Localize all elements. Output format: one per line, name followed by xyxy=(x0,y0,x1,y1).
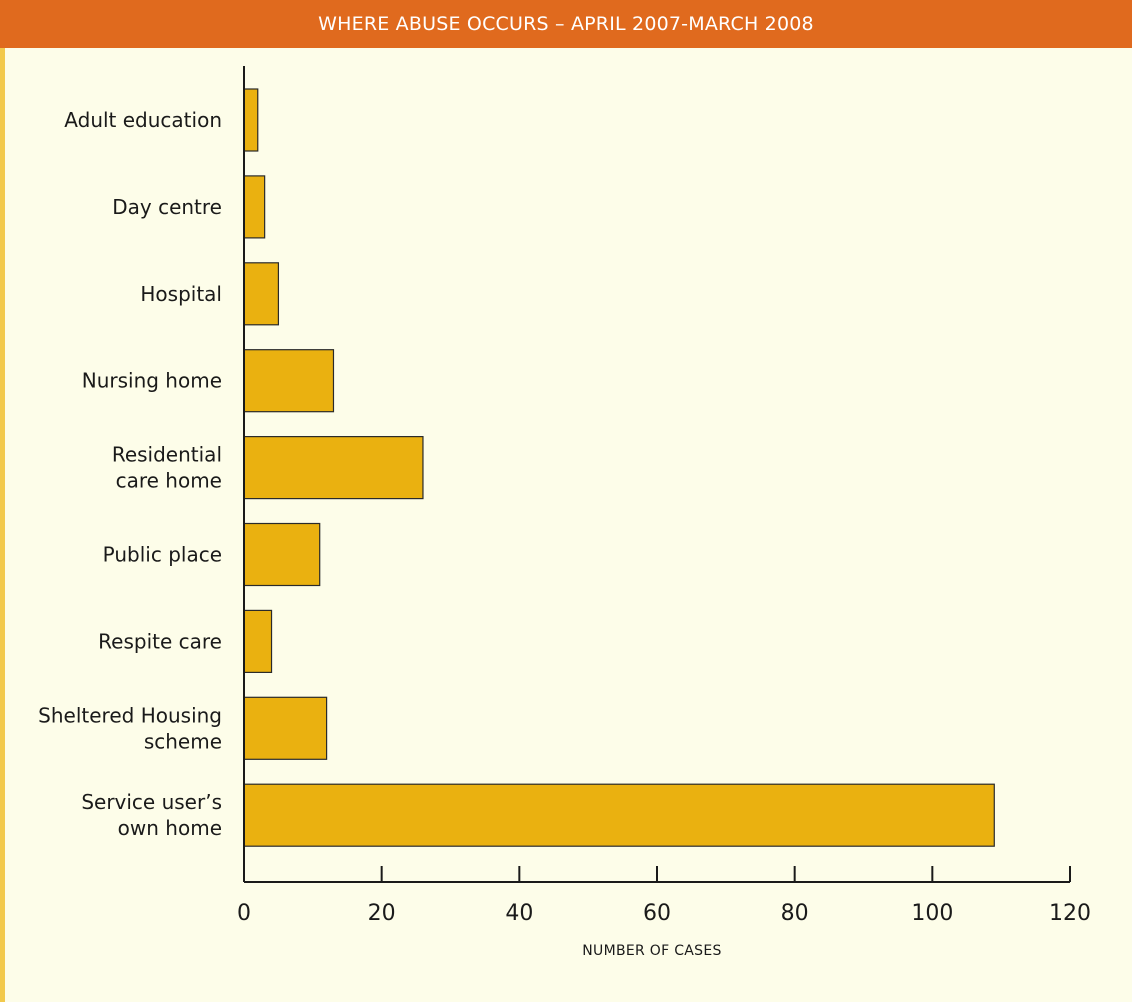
category-label-6: Respite care xyxy=(98,629,222,653)
bar-6 xyxy=(243,609,273,674)
bar-8 xyxy=(243,783,995,847)
category-label-8-line-0: Service user’s xyxy=(81,790,222,814)
category-label-2: Hospital xyxy=(140,282,222,306)
category-label-4-line-1: care home xyxy=(116,469,222,493)
x-axis-title: NUMBER OF CASES xyxy=(582,943,721,959)
x-tick-label-6: 120 xyxy=(1049,901,1091,926)
bar-0 xyxy=(243,88,259,152)
x-tick-label-1: 20 xyxy=(368,901,396,926)
x-tick-label-0: 0 xyxy=(237,901,251,926)
bar-3 xyxy=(243,349,335,413)
category-label-4-line-0: Residential xyxy=(112,443,222,467)
bar-4 xyxy=(243,436,424,500)
category-label-7-line-1: scheme xyxy=(144,729,222,753)
bar-1 xyxy=(243,175,266,239)
x-tick-label-2: 40 xyxy=(505,901,533,926)
category-label-8-line-1: own home xyxy=(118,816,222,840)
bar-2 xyxy=(243,262,280,326)
category-label-0: Adult education xyxy=(64,108,222,132)
category-label-5: Public place xyxy=(103,543,222,567)
left-border-strip xyxy=(0,48,5,1002)
category-label-3: Nursing home xyxy=(82,369,222,393)
category-label-1: Day centre xyxy=(112,195,222,219)
x-tick-label-3: 60 xyxy=(643,901,671,926)
x-tick-label-4: 80 xyxy=(781,901,809,926)
category-label-7-line-0: Sheltered Housing xyxy=(38,703,222,727)
x-tick-label-5: 100 xyxy=(911,901,953,926)
bar-7 xyxy=(243,696,328,760)
bar-5 xyxy=(243,522,321,587)
chart-title: WHERE ABUSE OCCURS – APRIL 2007-MARCH 20… xyxy=(0,0,1132,48)
